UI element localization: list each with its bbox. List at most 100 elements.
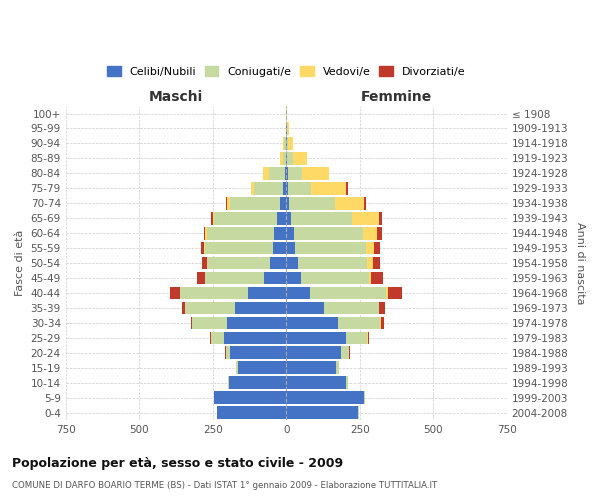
Bar [287, 137, 288, 150]
Bar [286, 182, 287, 194]
Bar [227, 197, 230, 209]
Bar [379, 212, 382, 224]
Bar [192, 316, 227, 330]
Bar [238, 362, 286, 374]
Bar [362, 227, 377, 239]
Bar [379, 302, 385, 314]
Bar [283, 182, 286, 194]
Bar [205, 227, 207, 239]
Bar [365, 242, 374, 254]
Bar [287, 122, 289, 135]
Bar [224, 332, 286, 344]
Bar [204, 227, 205, 239]
Bar [341, 346, 349, 359]
Bar [211, 332, 224, 344]
Bar [284, 137, 286, 150]
Bar [346, 376, 348, 389]
Legend: Celibi/Nubili, Coniugati/e, Vedovi/e, Divorziati/e: Celibi/Nubili, Coniugati/e, Vedovi/e, Di… [103, 62, 469, 81]
Text: Maschi: Maschi [149, 90, 203, 104]
Bar [286, 272, 301, 284]
Bar [295, 242, 365, 254]
Text: Femmine: Femmine [361, 90, 432, 104]
Bar [207, 256, 270, 270]
Bar [374, 242, 380, 254]
Bar [325, 302, 379, 314]
Bar [386, 286, 388, 300]
Text: Popolazione per età, sesso e stato civile - 2009: Popolazione per età, sesso e stato civil… [12, 458, 343, 470]
Bar [230, 346, 286, 359]
Y-axis label: Anni di nascita: Anni di nascita [575, 222, 585, 304]
Bar [336, 362, 339, 374]
Bar [226, 197, 227, 209]
Bar [191, 316, 192, 330]
Bar [298, 256, 367, 270]
Bar [364, 197, 365, 209]
Bar [170, 286, 181, 300]
Bar [286, 392, 364, 404]
Bar [371, 272, 383, 284]
Bar [286, 227, 293, 239]
Bar [289, 197, 335, 209]
Bar [367, 256, 373, 270]
Bar [288, 137, 293, 150]
Text: COMUNE DI DARFO BOARIO TERME (BS) - Dati ISTAT 1° gennaio 2009 - Elaborazione TU: COMUNE DI DARFO BOARIO TERME (BS) - Dati… [12, 480, 437, 490]
Bar [368, 332, 369, 344]
Bar [286, 256, 298, 270]
Bar [270, 256, 286, 270]
Bar [368, 272, 371, 284]
Bar [286, 316, 338, 330]
Bar [251, 182, 254, 194]
Bar [214, 212, 277, 224]
Bar [287, 167, 302, 179]
Y-axis label: Fasce di età: Fasce di età [15, 230, 25, 296]
Bar [201, 242, 204, 254]
Bar [235, 302, 286, 314]
Bar [205, 272, 264, 284]
Bar [273, 242, 286, 254]
Bar [269, 167, 285, 179]
Bar [214, 392, 286, 404]
Bar [381, 316, 384, 330]
Bar [286, 212, 290, 224]
Bar [210, 332, 211, 344]
Bar [311, 182, 346, 194]
Bar [377, 227, 382, 239]
Bar [286, 242, 295, 254]
Bar [286, 332, 346, 344]
Bar [205, 242, 273, 254]
Bar [202, 256, 207, 270]
Bar [211, 212, 212, 224]
Bar [277, 212, 286, 224]
Bar [286, 302, 325, 314]
Bar [286, 197, 289, 209]
Bar [283, 152, 286, 165]
Bar [263, 167, 269, 179]
Bar [207, 227, 274, 239]
Bar [287, 152, 293, 165]
Bar [286, 376, 346, 389]
Bar [290, 212, 352, 224]
Bar [226, 346, 230, 359]
Bar [346, 332, 367, 344]
Bar [280, 197, 286, 209]
Bar [286, 346, 341, 359]
Bar [346, 182, 348, 194]
Bar [217, 406, 286, 419]
Bar [388, 286, 403, 300]
Bar [352, 212, 379, 224]
Bar [286, 406, 358, 419]
Bar [181, 286, 248, 300]
Bar [185, 302, 235, 314]
Bar [274, 227, 286, 239]
Bar [248, 286, 286, 300]
Bar [254, 182, 283, 194]
Bar [280, 152, 283, 165]
Bar [227, 316, 286, 330]
Bar [373, 256, 380, 270]
Bar [229, 376, 286, 389]
Bar [204, 242, 205, 254]
Bar [287, 182, 311, 194]
Bar [283, 137, 284, 150]
Bar [236, 362, 238, 374]
Bar [285, 167, 286, 179]
